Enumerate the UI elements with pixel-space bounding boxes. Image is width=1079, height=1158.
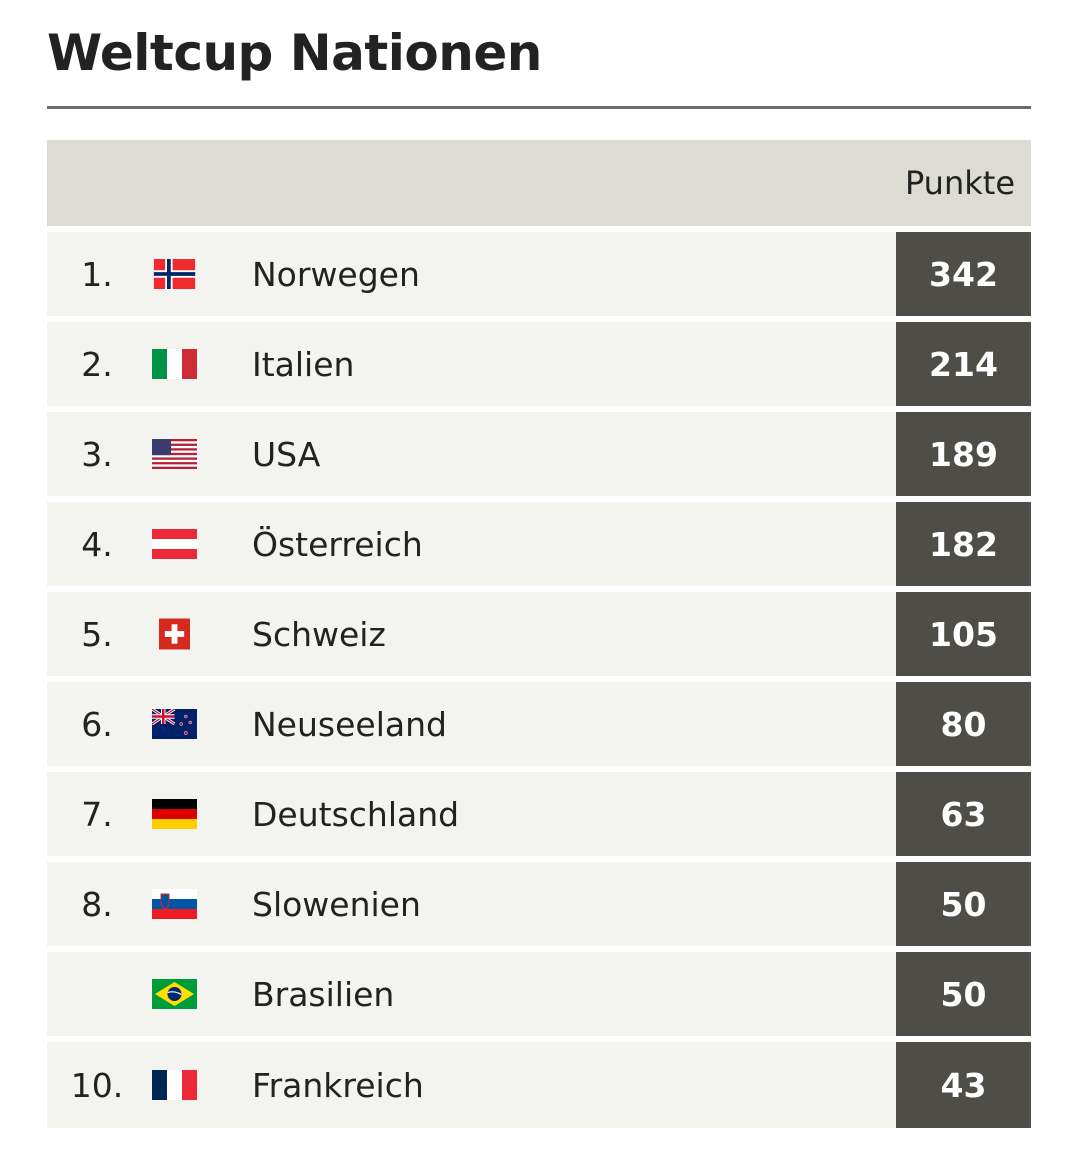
rank-cell: 1.	[81, 254, 113, 294]
table-row: 1. Norwegen 342	[47, 232, 1031, 316]
points-column-header: Punkte	[904, 164, 1015, 202]
rank-cell: 10.	[70, 1065, 124, 1105]
points-cell: 50	[896, 952, 1031, 1036]
nations-standings-table: Punkte 1. Norwegen 342 2. Italien 214 3.	[47, 140, 1031, 1128]
rank-cell: 6.	[81, 704, 113, 744]
nation-name: Deutschland	[252, 794, 460, 834]
points-cell: 342	[896, 232, 1031, 316]
table-row: 10. Frankreich 43	[47, 1042, 1031, 1128]
rank-cell: 2.	[81, 344, 113, 384]
nation-name: Slowenien	[252, 884, 421, 924]
rank-cell: 4.	[81, 524, 113, 564]
rank-cell: 8.	[81, 884, 113, 924]
nation-name: Italien	[252, 344, 355, 384]
new-zealand-flag-icon	[152, 709, 197, 739]
points-cell: 214	[896, 322, 1031, 406]
nation-name: Neuseeland	[252, 704, 447, 744]
germany-flag-icon	[152, 799, 197, 829]
table-row: Brasilien 50	[47, 952, 1031, 1036]
table-row: 2. Italien 214	[47, 322, 1031, 406]
title-divider	[47, 106, 1031, 109]
table-row: 8. Slowenien 50	[47, 862, 1031, 946]
table-row: 6. Neuseeland 80	[47, 682, 1031, 766]
slovenia-flag-icon	[152, 889, 197, 919]
brazil-flag-icon	[152, 979, 197, 1009]
table-row: 5. Schweiz 105	[47, 592, 1031, 676]
table-header: Punkte	[47, 140, 1031, 226]
points-cell: 50	[896, 862, 1031, 946]
table-row: 4. Österreich 182	[47, 502, 1031, 586]
nation-name: Brasilien	[252, 974, 395, 1014]
points-cell: 43	[896, 1042, 1031, 1128]
table-row: 7. Deutschland 63	[47, 772, 1031, 856]
norway-flag-icon	[152, 259, 197, 289]
rank-cell: 5.	[81, 614, 113, 654]
austria-flag-icon	[152, 529, 197, 559]
france-flag-icon	[152, 1070, 197, 1100]
points-cell: 182	[896, 502, 1031, 586]
page-title: Weltcup Nationen	[47, 24, 542, 82]
italy-flag-icon	[152, 349, 197, 379]
nation-name: Österreich	[252, 524, 423, 564]
nation-name: USA	[252, 434, 321, 474]
points-cell: 80	[896, 682, 1031, 766]
rank-cell: 3.	[81, 434, 113, 474]
points-cell: 63	[896, 772, 1031, 856]
rank-cell: 7.	[81, 794, 113, 834]
usa-flag-icon	[152, 439, 197, 469]
nation-name: Schweiz	[252, 614, 386, 654]
points-cell: 189	[896, 412, 1031, 496]
switzerland-flag-icon	[159, 618, 190, 650]
nation-name: Frankreich	[252, 1065, 424, 1105]
points-cell: 105	[896, 592, 1031, 676]
nation-name: Norwegen	[252, 254, 420, 294]
table-row: 3. USA 189	[47, 412, 1031, 496]
rank-cell	[47, 952, 147, 1036]
